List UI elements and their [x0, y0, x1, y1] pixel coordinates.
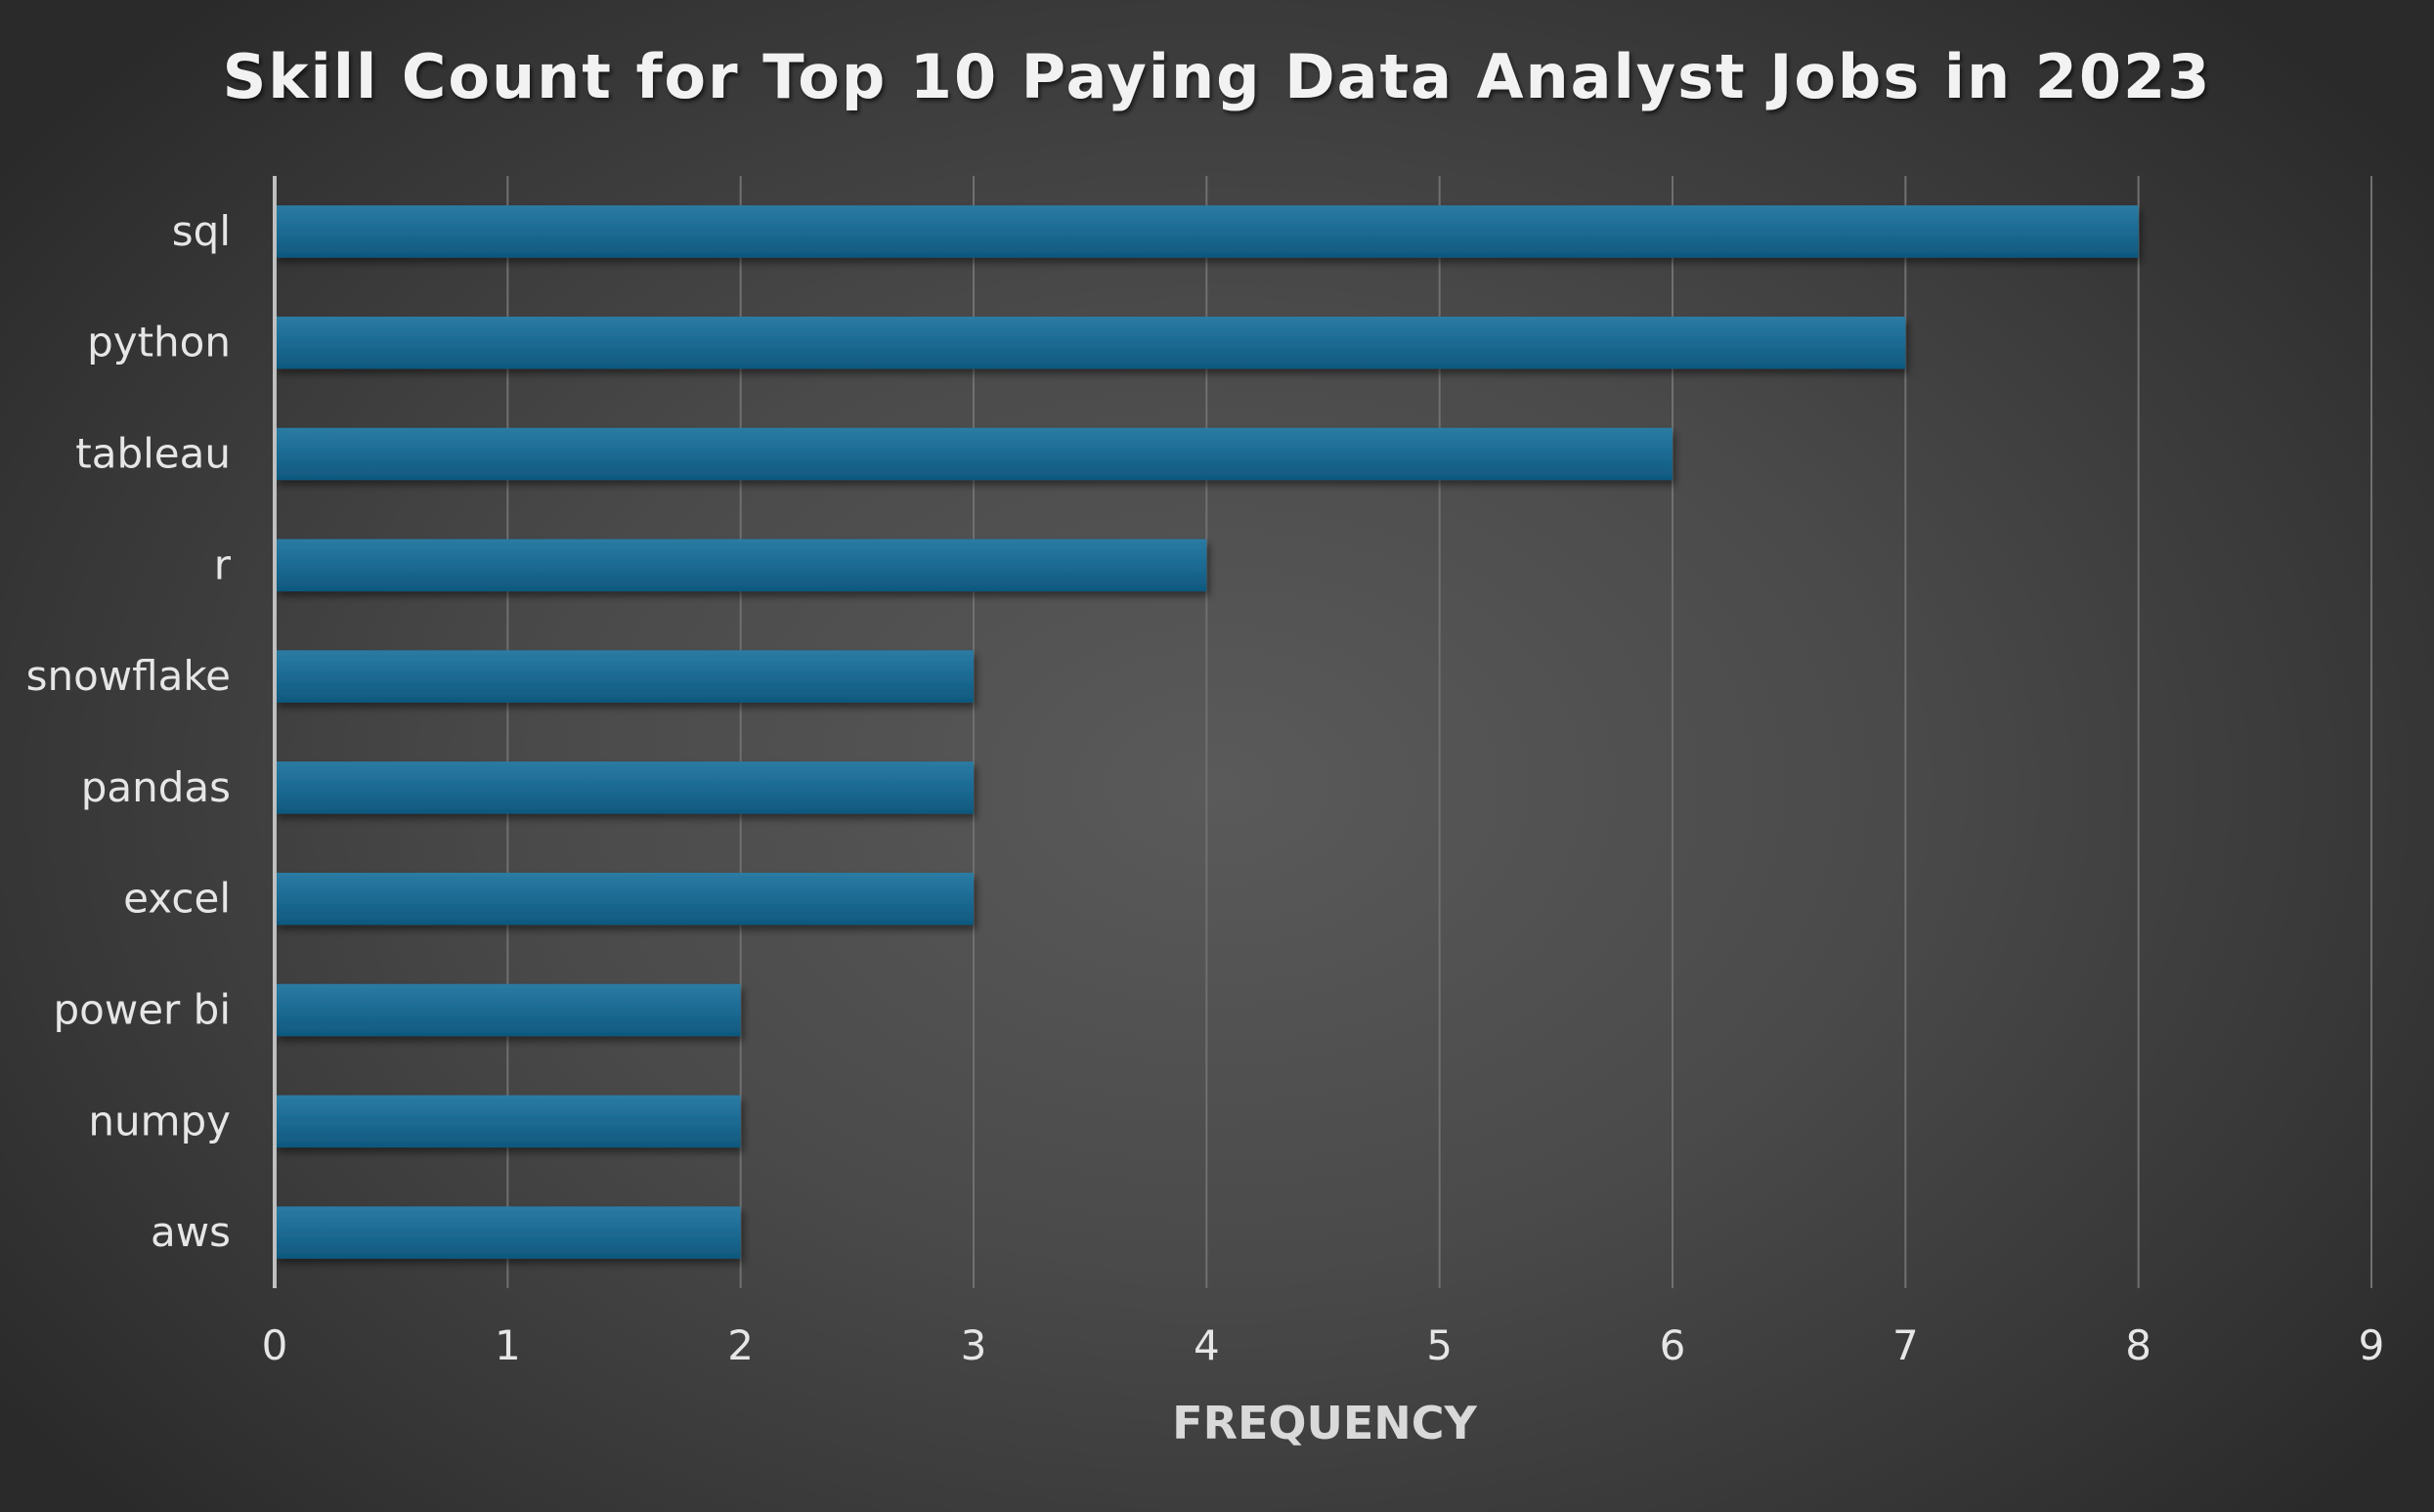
bar-r: [275, 539, 1207, 592]
x-tick-label: 9: [2359, 1321, 2385, 1369]
x-tick-label: 5: [1426, 1321, 1453, 1369]
bar-python: [275, 316, 1906, 369]
category-label: aws: [151, 1208, 231, 1256]
category-label: tableau: [75, 430, 231, 478]
x-tick-label: 6: [1660, 1321, 1686, 1369]
x-tick-label: 1: [495, 1321, 521, 1369]
category-label: numpy: [88, 1097, 231, 1145]
x-axis-title: FREQUENCY: [1172, 1397, 1477, 1449]
category-label: sql: [172, 207, 231, 255]
bar-tableau: [275, 427, 1673, 481]
category-label: r: [214, 540, 232, 588]
chart-title: Skill Count for Top 10 Paying Data Analy…: [223, 41, 2212, 112]
x-tick-label: 0: [262, 1321, 288, 1369]
category-label: pandas: [81, 763, 231, 811]
category-labels: sql python tableau r snowflake pandas excel pow…: [26, 207, 232, 1256]
category-label: power bi: [54, 986, 232, 1034]
bars: [275, 205, 2139, 1259]
category-label: snowflake: [26, 652, 231, 700]
bar-pandas: [275, 761, 974, 814]
x-tick-label: 2: [727, 1321, 754, 1369]
category-label: excel: [123, 875, 231, 923]
bar-numpy: [275, 1095, 741, 1148]
x-tick-label: 3: [961, 1321, 987, 1369]
x-tick-labels: 0 1 2 3 4 5 6 7 8 9: [262, 1321, 2385, 1369]
bar-snowflake: [275, 650, 974, 703]
bar-aws: [275, 1206, 741, 1259]
bar-power-bi: [275, 983, 741, 1037]
x-tick-label: 7: [1892, 1321, 1919, 1369]
bar-sql: [275, 205, 2139, 258]
x-tick-label: 8: [2125, 1321, 2151, 1369]
bar-excel: [275, 872, 974, 926]
x-tick-label: 4: [1194, 1321, 1220, 1369]
category-label: python: [87, 319, 231, 367]
